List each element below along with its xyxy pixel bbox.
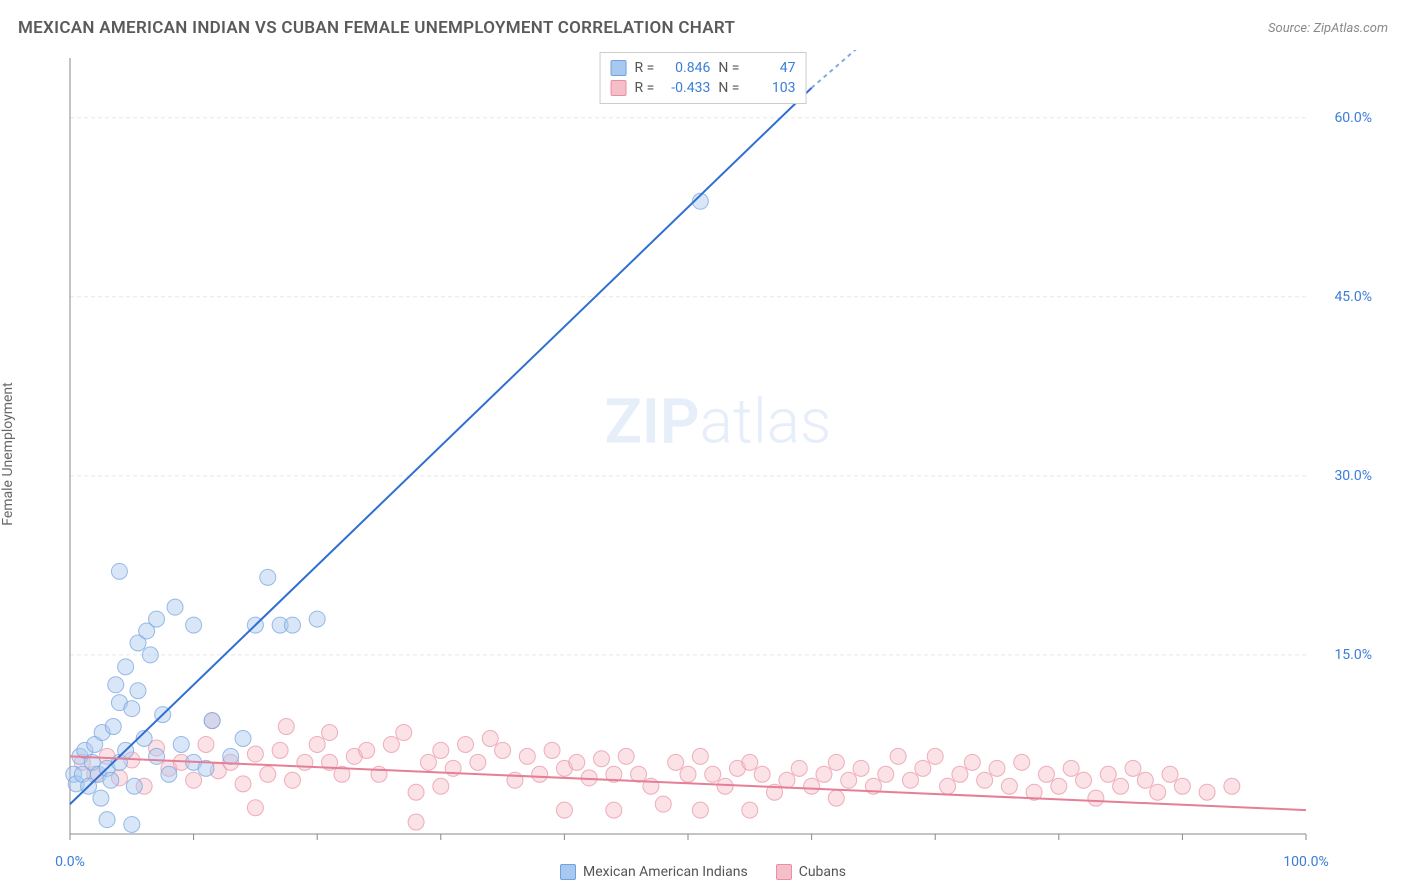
legend-swatch-1 [560,864,576,880]
legend-item-series-2: Cubans [776,864,846,880]
source-attribution: Source: ZipAtlas.com [1268,21,1388,36]
y-axis-label: Female Unemployment [0,382,16,526]
chart-title: MEXICAN AMERICAN INDIAN VS CUBAN FEMALE … [18,18,735,38]
chart-header: MEXICAN AMERICAN INDIAN VS CUBAN FEMALE … [18,18,1388,38]
legend-label-1: Mexican American Indians [583,864,748,880]
legend-swatch-2 [776,864,792,880]
stats-row-series-2: R = -0.433 N = 103 [611,78,796,98]
correlation-stats-box: R = 0.846 N = 47 R = -0.433 N = 103 [600,52,807,104]
chart-legend: Mexican American Indians Cubans [0,864,1406,880]
series-1-swatch [611,60,627,76]
legend-label-2: Cubans [799,864,846,880]
chart-plot-area: ZIPatlas 15.0%30.0%45.0%60.0% 0.0%100.0% [60,50,1376,842]
scatter-plot-svg [60,50,1376,842]
legend-item-series-1: Mexican American Indians [560,864,748,880]
stats-row-series-1: R = 0.846 N = 47 [611,58,796,78]
series-2-swatch [611,80,627,96]
